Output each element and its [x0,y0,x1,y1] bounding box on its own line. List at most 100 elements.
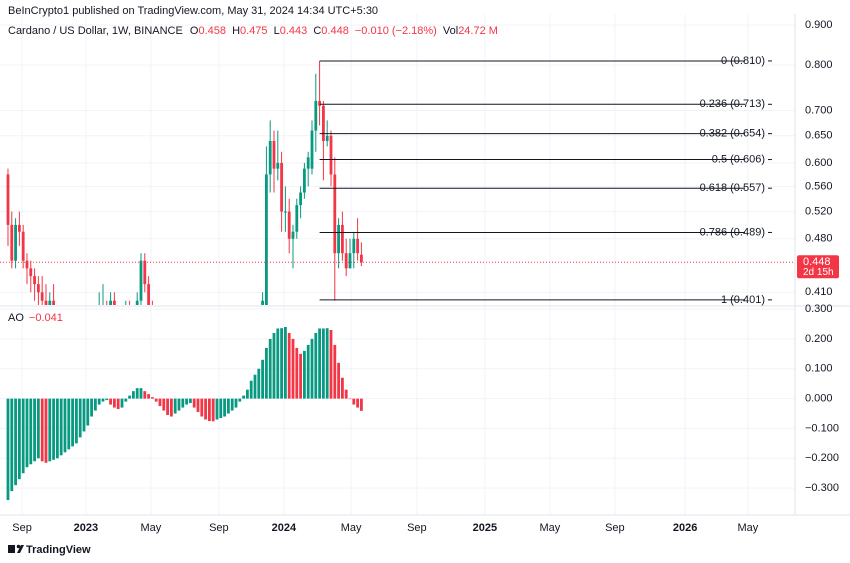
ao-bar [242,395,245,399]
candle-body [109,300,112,305]
ao-bar [321,328,325,399]
vol-label: Vol [443,25,458,37]
ao-bar [44,398,48,463]
ao-bar [6,398,10,501]
price-tag-value: 0.448 [803,256,831,268]
y-tick-label: 0.650 [805,130,833,142]
ao-bar [135,388,139,399]
candle-body [14,224,17,261]
candle-body [287,211,291,239]
y-tick-label: 0.480 [805,233,833,245]
ao-bar [223,398,226,417]
candle-body [306,157,310,169]
ao-bar [63,398,67,453]
candle-body [329,135,333,175]
price-tag-countdown: 2d 15h [803,267,834,278]
x-tick-label: May [737,522,758,534]
candle-body [6,174,10,225]
ao-bar [74,398,78,444]
candle-body [348,253,352,269]
ao-bar [150,397,154,399]
fib-label: 0.618 (0.557) [700,182,765,194]
ao-bar [185,398,188,405]
ao-bar [131,391,135,399]
ao-bar [325,328,329,399]
ao-bar [143,391,147,399]
ao-bar [181,398,185,408]
ao-bar [10,398,14,492]
ao-bar [196,398,200,413]
x-tick-label: Sep [12,522,32,534]
ao-bar [310,338,314,399]
ao-bar [302,350,306,399]
symbol: Cardano / US Dollar, 1W, BINANCE [8,25,183,37]
ao-bar [139,388,143,399]
y-tick-label: 0.800 [805,59,833,71]
ao-bar [204,398,207,420]
brand: TradingView [26,544,91,556]
ao-bar [287,332,291,399]
fib-label: 0.5 (0.606) [712,153,765,165]
fib-label: 1 (0.401) [721,294,765,306]
ao-bar [67,398,71,450]
candle-body [40,292,44,301]
candle-body [10,224,14,261]
ao-bar [356,398,359,408]
ao-bar [272,332,276,399]
candle-body [318,100,321,106]
x-tick-label: Sep [209,522,229,534]
ao-bar [348,398,352,400]
ao-bar [329,329,333,399]
candle-body [283,211,287,213]
x-tick-label: 2024 [272,522,297,534]
ao-bar [291,338,295,399]
ao-bar [299,353,302,399]
candle-body [291,231,295,239]
ao-bar [105,398,109,401]
ao-bar [188,398,192,404]
ao-bar [268,338,272,399]
low: 0.443 [280,25,308,37]
ao-bar [59,398,63,456]
ao-bar [101,398,105,402]
ao-tick-label: −0.200 [805,452,839,464]
fib-label: 0.236 (0.713) [700,98,765,110]
y-tick-label: 0.600 [805,157,833,169]
ao-bar [147,394,150,399]
y-tick-label: 0.900 [805,19,833,31]
l-letter: L [274,25,280,37]
o-letter: O [190,25,199,37]
ao-bar [192,398,196,408]
ao-tick-label: 0.300 [805,303,833,315]
ao-bar [249,380,253,399]
symbol-line: Cardano / US Dollar, 1W, BINANCE O0.458 … [8,25,498,37]
ao-bar [14,398,17,486]
ao-bar [264,347,268,399]
ao-bar [219,398,223,419]
ao-bar [158,398,162,407]
ao-bar [48,398,52,462]
published-line: BeInCrypto1 published on TradingView.com… [8,5,378,17]
ao-bar [280,328,283,399]
high: 0.475 [240,25,268,37]
candle-body [135,300,139,305]
ao-bar [82,398,86,432]
ao-bar [333,344,337,399]
x-tick-label: May [341,522,362,534]
x-tick-label: Sep [407,522,427,534]
ao-tick-label: −0.100 [805,422,839,434]
ao-bar [276,328,280,399]
ao-bar [337,362,340,399]
fib-label: 0.786 (0.489) [700,226,765,238]
ao-bar [283,326,287,399]
candle-body [352,238,356,254]
ao-bar [245,389,249,399]
x-tick-label: 2026 [673,522,697,534]
ao-bar [120,398,124,408]
candle-body [25,260,29,269]
candle-body [139,260,143,301]
ao-bar [97,398,101,405]
logo-dot [16,544,21,549]
candle-body [143,260,147,285]
